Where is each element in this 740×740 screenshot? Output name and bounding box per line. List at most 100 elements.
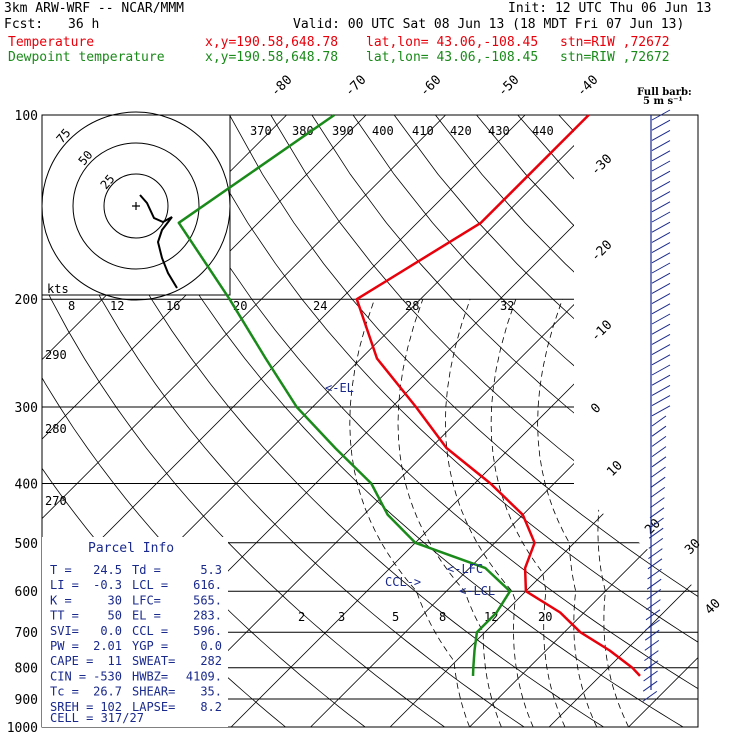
- isotherm-label: 30: [682, 536, 704, 558]
- wind-barb: [651, 119, 671, 131]
- wind-barb: [651, 405, 671, 417]
- isotherm: [42, 115, 367, 727]
- theta-label: 290: [45, 348, 67, 362]
- parcel-info-cell: YGP =: [132, 639, 168, 653]
- parcel-info-cell: 24.5: [93, 563, 122, 577]
- wind-barb: [651, 242, 671, 254]
- wind-barb: [651, 354, 671, 366]
- parcel-box-bg: [42, 537, 228, 727]
- hodograph-units: kts: [47, 282, 69, 296]
- theta-e-label: 420: [450, 124, 472, 138]
- parcel-info-cell: SHEAR=: [132, 685, 175, 699]
- parcel-info-cell: LCL =: [132, 578, 168, 592]
- wind-barb: [651, 231, 671, 243]
- barb-legend-line2: 5 m s⁻¹: [643, 96, 683, 107]
- wind-barb: [644, 629, 660, 641]
- parcel-info-cell: LAPSE=: [132, 700, 175, 714]
- pressure-tick-label: 100: [15, 109, 38, 124]
- wind-barb: [651, 395, 671, 407]
- moist-adiabat: [444, 299, 534, 727]
- wind-barb: [651, 170, 671, 182]
- temp-latlon: lat,lon= 43.06,-108.45: [366, 35, 539, 50]
- wind-barb: [647, 558, 663, 570]
- isotherm-label: 0: [588, 401, 604, 417]
- wind-barb: [651, 344, 671, 356]
- parcel-info-cell: 5.3: [200, 563, 222, 577]
- moist-adiabat: [397, 299, 502, 727]
- dry-adiabat: [599, 115, 698, 727]
- init-time: Init: 12 UTC Thu 06 Jun 13: [508, 1, 712, 16]
- lfc-marker: <-LFC: [447, 562, 483, 576]
- dry-adiabat: [476, 115, 698, 727]
- isotherm-label: -10: [588, 318, 615, 345]
- mixing-ratio-label: 20: [538, 610, 552, 624]
- wind-barb: [651, 446, 667, 458]
- dry-adiabat: [42, 115, 445, 727]
- parcel-info-cell: 35.: [200, 685, 222, 699]
- pressure-tick-label: 400: [15, 477, 38, 492]
- wind-barb: [651, 466, 666, 478]
- moist-adiabat: [582, 299, 629, 727]
- dry-adiabat: [352, 115, 698, 727]
- parcel-info-cell: K =: [50, 593, 72, 607]
- wind-barb: [645, 619, 660, 631]
- wind-barb: [646, 588, 662, 600]
- wind-barb: [651, 150, 671, 162]
- dry-adiabat: [42, 115, 525, 727]
- dry-adiabat: [393, 115, 698, 727]
- speed-label: 12: [110, 299, 124, 313]
- wind-barb: [651, 333, 671, 345]
- wind-barb: [642, 690, 658, 702]
- wind-barb: [650, 497, 665, 509]
- mixing-ratio-label: 8: [439, 610, 446, 624]
- wind-barb: [651, 425, 667, 437]
- dry-adiabat: [311, 115, 698, 727]
- wind-barb: [651, 415, 667, 427]
- parcel-info-cell: PW =: [50, 639, 79, 653]
- speed-label: 28: [405, 299, 419, 313]
- parcel-info-cell: Tc =: [50, 685, 79, 699]
- parcel-info-cell: CAPE =: [50, 654, 93, 668]
- isotherm-label: -30: [588, 152, 615, 179]
- parcel-info-cell: LFC=: [132, 593, 161, 607]
- theta-e-label: 410: [412, 124, 434, 138]
- parcel-info-cell: 283.: [193, 609, 222, 623]
- parcel-info-cell: 565.: [193, 593, 222, 607]
- isotherm: [42, 115, 446, 727]
- wind-barb: [651, 374, 671, 386]
- wind-barb: [651, 252, 671, 264]
- wind-barb: [651, 140, 671, 152]
- wind-barb: [644, 639, 660, 651]
- isotherm-label: -80: [268, 73, 295, 100]
- parcel-info-cell: 50: [108, 609, 122, 623]
- isotherm: [708, 115, 740, 727]
- wind-barb: [651, 384, 671, 396]
- isotherm-label: -70: [342, 73, 369, 100]
- wind-barb: [651, 272, 671, 284]
- temp-xy: x,y=190.58,648.78: [205, 35, 339, 50]
- hodograph-trace: [139, 194, 178, 289]
- parcel-info-panel: Parcel Info T = 24.5 Td = 5.3 LI = -0.3 LCL = 6…: [50, 541, 222, 725]
- dry-adiabat: [64, 115, 604, 727]
- theta-label: 270: [45, 494, 67, 508]
- wind-barb: [651, 191, 671, 203]
- wind-barb: [649, 507, 665, 519]
- hodograph-ring: [41, 111, 231, 301]
- parcel-info-cell: EL =: [132, 609, 161, 623]
- dry-adiabat: [435, 115, 698, 727]
- mixing-ratio-label: 2: [298, 610, 305, 624]
- parcel-info-cell: LI =: [50, 578, 79, 592]
- ccl-marker: CCL->: [385, 575, 421, 589]
- wind-barb: [651, 201, 671, 213]
- isotherm-label: -20: [588, 238, 615, 265]
- el-marker: <-EL: [325, 381, 354, 395]
- wind-barbs: [642, 109, 671, 702]
- isotherm: [230, 115, 698, 727]
- parcel-info-cell: -0.3: [93, 578, 122, 592]
- hodograph-center: [132, 202, 140, 210]
- wind-barb: [651, 323, 671, 335]
- wind-barb: [649, 517, 664, 529]
- moist-adiabat: [537, 299, 598, 727]
- parcel-info-title: Parcel Info: [88, 541, 174, 556]
- temperature-curve: [355, 114, 641, 677]
